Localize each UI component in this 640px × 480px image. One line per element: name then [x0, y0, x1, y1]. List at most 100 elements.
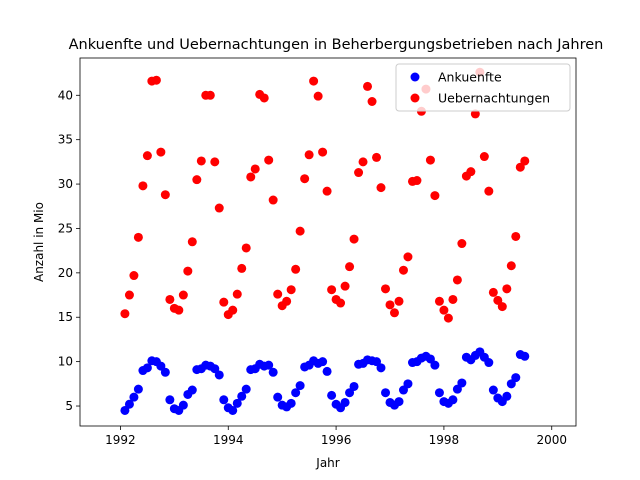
point-ankuenfte	[156, 361, 166, 371]
y-tick-label: 10	[58, 355, 73, 369]
y-tick-label: 40	[58, 88, 73, 102]
chart-title: Ankuenfte und Uebernachtungen in Beherbe…	[69, 37, 604, 53]
x-tick-label: 2000	[536, 433, 567, 447]
point-uebernachtungen	[205, 90, 215, 100]
point-ankuenfte	[434, 388, 444, 398]
point-uebernachtungen	[506, 261, 516, 271]
point-ankuenfte	[237, 391, 247, 401]
point-uebernachtungen	[250, 164, 260, 174]
point-uebernachtungen	[183, 266, 193, 276]
point-ankuenfte	[448, 395, 458, 405]
legend-marker	[410, 72, 420, 82]
point-uebernachtungen	[376, 183, 386, 193]
point-uebernachtungen	[430, 191, 440, 201]
point-uebernachtungen	[466, 167, 476, 177]
point-ankuenfte	[520, 351, 530, 361]
point-uebernachtungen	[232, 289, 242, 299]
point-ankuenfte	[403, 379, 413, 389]
point-uebernachtungen	[520, 156, 530, 166]
point-uebernachtungen	[403, 252, 413, 262]
point-uebernachtungen	[237, 263, 247, 273]
point-uebernachtungen	[345, 262, 355, 272]
point-ankuenfte	[178, 400, 188, 410]
point-uebernachtungen	[165, 294, 175, 304]
point-ankuenfte	[318, 357, 328, 367]
point-uebernachtungen	[304, 150, 314, 160]
point-uebernachtungen	[493, 295, 503, 305]
point-ankuenfte	[295, 381, 305, 391]
point-ankuenfte	[228, 405, 238, 415]
point-uebernachtungen	[484, 186, 494, 196]
y-axis: 5 10 15 20 25 30 35 40	[58, 88, 80, 413]
point-uebernachtungen	[295, 226, 305, 236]
point-uebernachtungen	[156, 147, 166, 157]
point-ankuenfte	[457, 378, 467, 388]
point-uebernachtungen	[349, 234, 359, 244]
point-uebernachtungen	[318, 147, 328, 157]
point-uebernachtungen	[452, 275, 462, 285]
legend-entry: Ankuenfte	[438, 70, 502, 85]
point-uebernachtungen	[488, 287, 498, 297]
point-uebernachtungen	[264, 155, 274, 165]
point-uebernachtungen	[138, 181, 148, 191]
y-tick-label: 30	[58, 177, 73, 191]
point-ankuenfte	[291, 388, 301, 398]
point-ankuenfte	[398, 385, 408, 395]
x-axis-label: Jahr	[315, 456, 339, 470]
point-uebernachtungen	[313, 91, 323, 101]
point-ankuenfte	[219, 395, 229, 405]
point-uebernachtungen	[273, 289, 283, 299]
point-ankuenfte	[376, 363, 386, 373]
point-uebernachtungen	[322, 186, 332, 196]
legend: Ankuenfte Uebernachtungen	[395, 63, 571, 112]
point-uebernachtungen	[241, 243, 251, 253]
point-uebernachtungen	[282, 296, 292, 306]
point-uebernachtungen	[363, 81, 373, 91]
point-uebernachtungen	[515, 162, 525, 172]
point-uebernachtungen	[142, 151, 152, 161]
point-ankuenfte	[349, 381, 359, 391]
point-uebernachtungen	[246, 172, 256, 182]
point-ankuenfte	[120, 405, 130, 415]
point-ankuenfte	[394, 397, 404, 407]
point-ankuenfte	[129, 392, 139, 402]
point-uebernachtungen	[187, 237, 197, 247]
point-uebernachtungen	[174, 305, 184, 315]
point-uebernachtungen	[385, 300, 395, 310]
legend-box	[395, 63, 571, 112]
x-axis: 1992 1994 1996 1998 2000	[105, 426, 567, 447]
y-tick-label: 25	[58, 221, 73, 235]
point-uebernachtungen	[129, 271, 139, 281]
point-uebernachtungen	[412, 176, 422, 186]
point-uebernachtungen	[327, 285, 337, 295]
point-ankuenfte	[124, 399, 134, 409]
point-uebernachtungen	[372, 152, 382, 162]
point-uebernachtungen	[219, 297, 229, 307]
point-uebernachtungen	[196, 156, 206, 166]
point-uebernachtungen	[336, 298, 346, 308]
point-ankuenfte	[165, 395, 175, 405]
point-ankuenfte	[214, 370, 224, 380]
point-ankuenfte	[142, 363, 152, 373]
point-uebernachtungen	[228, 305, 238, 315]
point-uebernachtungen	[291, 264, 301, 274]
point-uebernachtungen	[309, 76, 319, 86]
point-uebernachtungen	[192, 175, 202, 185]
point-uebernachtungen	[259, 93, 269, 103]
x-tick-label: 1996	[321, 433, 352, 447]
point-uebernachtungen	[497, 302, 507, 312]
point-ankuenfte	[273, 392, 283, 402]
point-uebernachtungen	[394, 296, 404, 306]
point-uebernachtungen	[124, 290, 134, 300]
point-uebernachtungen	[381, 284, 391, 294]
plot-area-frame	[79, 57, 577, 427]
point-ankuenfte	[372, 357, 382, 367]
point-uebernachtungen	[367, 97, 377, 107]
point-uebernachtungen	[448, 294, 458, 304]
point-uebernachtungen	[434, 296, 444, 306]
point-ankuenfte	[322, 366, 332, 376]
point-ankuenfte	[268, 367, 278, 377]
point-uebernachtungen	[300, 174, 310, 184]
points-layer	[120, 67, 530, 415]
